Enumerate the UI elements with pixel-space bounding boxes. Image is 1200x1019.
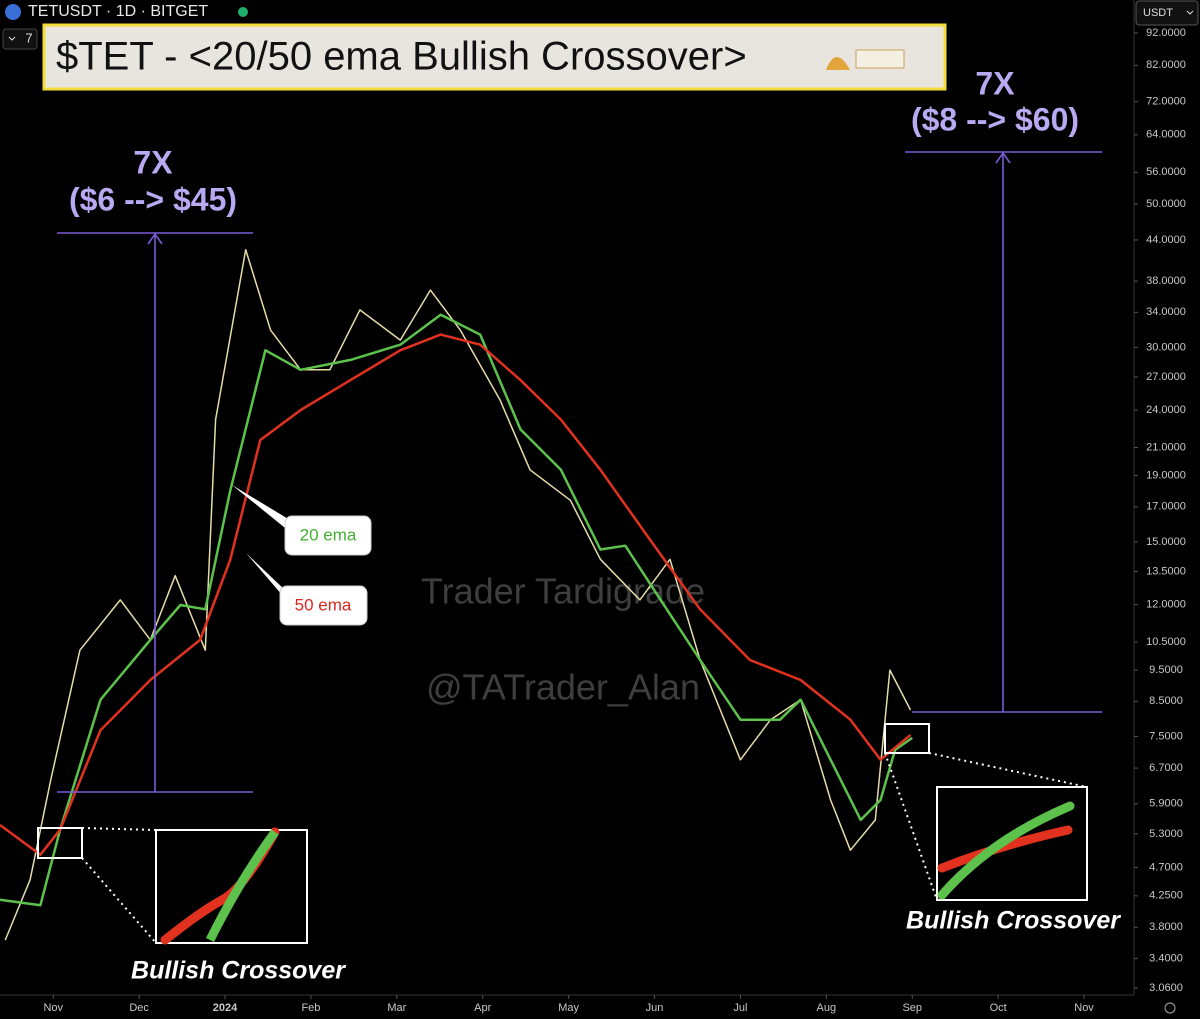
x-tick-label: Aug [817,1002,837,1014]
y-tick-label: 3.4000 [1149,952,1183,964]
y-tick-label: 64.0000 [1146,129,1186,141]
y-tick-label: 56.0000 [1146,166,1186,178]
x-tick-label: Dec [129,1002,149,1014]
y-tick-label: 15.0000 [1146,536,1186,548]
y-tick-label: 13.5000 [1146,565,1186,577]
chevron [8,36,16,41]
x-tick-label: Mar [387,1002,406,1014]
chart-title: $TET - <20/50 ema Bullish Crossover> [56,35,747,79]
zoom-ema [205,829,279,943]
interval-badge[interactable] [2,28,38,50]
logo [855,49,905,69]
title-box [42,23,947,91]
y-tick-label: 21.0000 [1146,441,1186,453]
annotation: 7X [133,144,173,180]
y-tick-label: 19.0000 [1146,470,1186,482]
logo-icon [826,57,850,70]
y-tick-label: 5.9000 [1149,798,1183,810]
y-tick-label: 44.0000 [1146,234,1186,246]
annotation: Bullish Crossover [131,957,346,985]
symbol-icon [5,4,21,20]
x-tick-label: Oct [990,1002,1007,1014]
callout [279,585,368,626]
callout-label: 20 ema [300,525,357,544]
x-tick-label: Jul [733,1002,747,1014]
y-tick-label: 24.0000 [1146,404,1186,416]
series-line [0,333,912,856]
y-tick-label: 34.0000 [1146,306,1186,318]
x-tick-label: Nov [43,1002,63,1014]
x-tick-label: Nov [1074,1002,1094,1014]
x-tick-label: Feb [301,1002,320,1014]
y-tick-label: 3.0600 [1149,982,1183,994]
y-tick-label: 9.5000 [1149,664,1183,676]
chevron [1186,10,1194,15]
callout-pointer [232,485,300,540]
annotation: Bullish Crossover [906,907,1121,935]
x-tick-label: Sep [902,1002,922,1014]
y-tick-label: 3.8000 [1149,921,1183,933]
y-tick-label: 5.3000 [1149,828,1183,840]
annotation: 7X [975,65,1015,101]
annotation: ($8 --> $60) [911,101,1079,137]
y-tick-label: 50.0000 [1146,198,1186,210]
y-tick-label: 10.5000 [1146,636,1186,648]
y-tick-label: 7.5000 [1149,730,1183,742]
y-tick-label: 17.0000 [1146,501,1186,513]
symbol-header: TETUSDT · 1D · BITGET [28,3,208,20]
y-tick-label: 4.2500 [1149,890,1183,902]
x-tick-label: 2024 [213,1002,238,1014]
y-tick-label: 8.5000 [1149,695,1183,707]
series-line [0,313,913,907]
y-tick-label: 38.0000 [1146,275,1186,287]
callout-label: 50 ema [295,595,352,614]
y-tick-label: 27.0000 [1146,371,1186,383]
y-tick-label: 6.7000 [1149,762,1183,774]
callout [284,515,372,556]
y-tick-label: 30.0000 [1146,341,1186,353]
y-tick-label: 92.0000 [1146,27,1186,39]
watermark: @TATrader_Alan [426,667,700,708]
y-tick-label: 4.7000 [1149,861,1183,873]
x-tick-label: May [558,1002,579,1014]
badge-text: 7 [25,30,32,45]
y-tick-label: 12.0000 [1146,598,1186,610]
x-tick-label: Apr [474,1002,491,1014]
measure [57,151,1102,793]
settings-icon[interactable] [1164,1002,1176,1014]
annotation: ($6 --> $45) [69,181,237,217]
watermark: Trader Tardigrade [421,571,705,612]
x-tick-label: Jun [646,1002,664,1014]
y-tick-label: 72.0000 [1146,96,1186,108]
currency: USDT [1143,7,1173,19]
zoom-ema [937,801,1075,900]
currency-box[interactable] [1135,0,1199,26]
status-dot [238,7,248,17]
y-tick-label: 82.0000 [1146,59,1186,71]
